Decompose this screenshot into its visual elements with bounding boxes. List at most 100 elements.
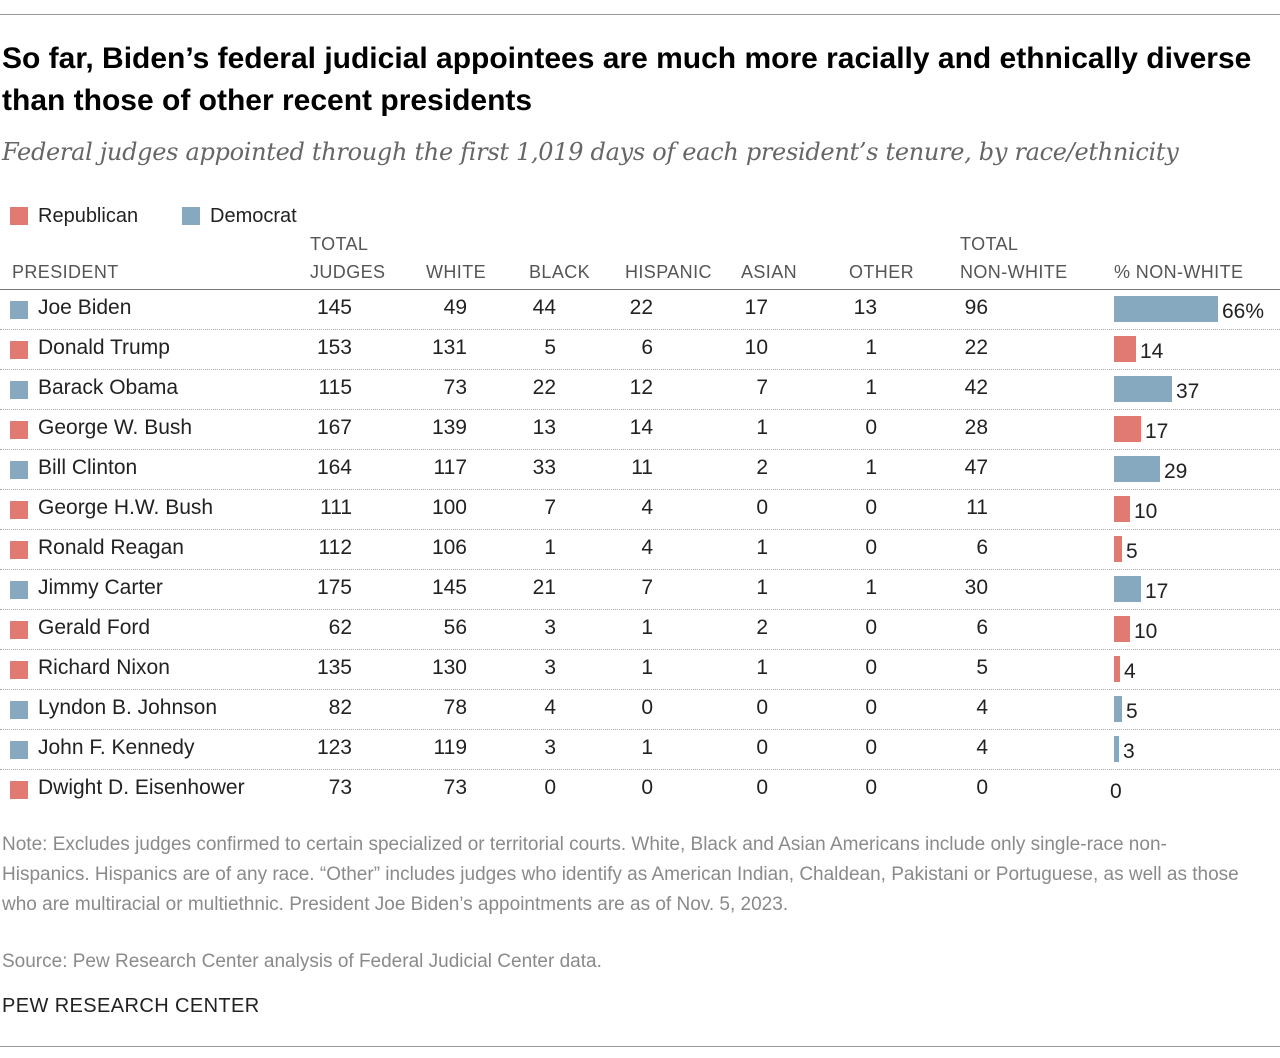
pct-nonwhite-label: 37 <box>1176 380 1200 403</box>
cell-total: 112 <box>318 536 352 559</box>
header-white: WHITE <box>426 262 486 282</box>
table-row: Barack Obama 115 73 22 12 7 1 42 37 <box>0 370 1280 410</box>
pct-nonwhite-bar <box>1114 376 1172 402</box>
cell-hispanic: 0 <box>641 776 653 799</box>
brand-name: PEW RESEARCH CENTER <box>2 995 260 1017</box>
cell-nonwhite: 28 <box>964 416 988 439</box>
row-divider <box>0 649 1280 650</box>
cell-nonwhite: 11 <box>966 496 988 519</box>
cell-white: 73 <box>443 376 467 399</box>
cell-white: 100 <box>431 496 467 519</box>
table-row: Donald Trump 153 131 5 6 10 1 22 14 <box>0 330 1280 370</box>
cell-hispanic: 0 <box>641 696 653 719</box>
cell-nonwhite: 22 <box>964 336 988 359</box>
cell-black: 33 <box>532 456 556 479</box>
pct-nonwhite-label: 10 <box>1134 500 1158 523</box>
table-row: Jimmy Carter 175 145 21 7 1 1 30 17 <box>0 570 1280 610</box>
party-swatch <box>10 621 28 639</box>
pct-nonwhite-bar <box>1114 696 1122 722</box>
cell-white: 78 <box>443 696 467 719</box>
cell-asian: 0 <box>756 496 768 519</box>
pct-nonwhite-label: 66% <box>1222 300 1265 323</box>
source: Source: Pew Research Center analysis of … <box>2 951 602 972</box>
pct-nonwhite-bar <box>1114 576 1141 602</box>
header-nonwhite-line2: NON-WHITE <box>960 262 1068 282</box>
top-rule <box>0 14 1280 15</box>
cell-hispanic: 12 <box>629 376 653 399</box>
cell-white: 106 <box>431 536 467 559</box>
cell-nonwhite: 96 <box>964 296 988 319</box>
pct-nonwhite-label: 14 <box>1140 340 1164 363</box>
cell-asian: 1 <box>756 576 768 599</box>
cell-black: 1 <box>544 536 556 559</box>
pct-nonwhite-label: 3 <box>1123 740 1135 763</box>
cell-other: 0 <box>865 616 877 639</box>
table-row: George H.W. Bush 111 100 7 4 0 0 11 10 <box>0 490 1280 530</box>
cell-president: Joe Biden <box>38 296 132 319</box>
cell-total: 82 <box>328 696 352 719</box>
header-total-line1: TOTAL <box>310 234 369 254</box>
party-swatch <box>10 501 28 519</box>
cell-black: 3 <box>544 616 556 639</box>
cell-other: 0 <box>865 776 877 799</box>
row-divider <box>0 409 1280 410</box>
cell-asian: 17 <box>744 296 768 319</box>
cell-hispanic: 1 <box>641 656 653 679</box>
cell-total: 73 <box>328 776 352 799</box>
table-row: Richard Nixon 135 130 3 1 1 0 5 4 <box>0 650 1280 690</box>
row-divider <box>0 489 1280 490</box>
bottom-rule <box>0 1046 1280 1047</box>
cell-white: 145 <box>431 576 467 599</box>
cell-president: Richard Nixon <box>38 656 170 679</box>
pct-nonwhite-bar <box>1114 416 1141 442</box>
cell-nonwhite: 42 <box>964 376 988 399</box>
cell-nonwhite: 4 <box>976 696 988 719</box>
pct-nonwhite-label: 4 <box>1124 660 1136 683</box>
cell-black: 5 <box>544 336 556 359</box>
cell-nonwhite: 6 <box>976 536 988 559</box>
party-swatch <box>10 661 28 679</box>
row-divider <box>0 609 1280 610</box>
legend-republican: Republican <box>10 204 138 228</box>
table-row: Joe Biden 145 49 44 22 17 13 96 66% <box>0 290 1280 330</box>
cell-asian: 0 <box>756 696 768 719</box>
pct-nonwhite-bar <box>1114 496 1130 522</box>
pct-nonwhite-label: 17 <box>1145 420 1169 443</box>
cell-president: Bill Clinton <box>38 456 138 479</box>
cell-hispanic: 4 <box>641 496 653 519</box>
cell-asian: 2 <box>756 456 768 479</box>
cell-asian: 1 <box>756 536 768 559</box>
table-row: Ronald Reagan 112 106 1 4 1 0 6 5 <box>0 530 1280 570</box>
cell-total: 167 <box>316 416 352 439</box>
table-row: Dwight D. Eisenhower 73 73 0 0 0 0 0 0 <box>0 770 1280 810</box>
header-black: BLACK <box>529 262 591 282</box>
cell-black: 4 <box>544 696 556 719</box>
cell-hispanic: 1 <box>641 736 653 759</box>
row-divider <box>0 729 1280 730</box>
table-row: George W. Bush 167 139 13 14 1 0 28 17 <box>0 410 1280 450</box>
cell-other: 13 <box>853 296 877 319</box>
cell-other: 1 <box>865 576 877 599</box>
cell-white: 119 <box>433 736 467 759</box>
legend-label-democrat: Democrat <box>210 204 297 227</box>
cell-president: Gerald Ford <box>38 616 151 639</box>
cell-total: 115 <box>318 376 352 399</box>
cell-white: 49 <box>443 296 467 319</box>
party-swatch <box>10 581 28 599</box>
cell-other: 1 <box>865 336 877 359</box>
cell-white: 56 <box>443 616 467 639</box>
cell-asian: 0 <box>756 776 768 799</box>
pct-nonwhite-bar <box>1114 616 1130 642</box>
cell-black: 3 <box>544 736 556 759</box>
cell-nonwhite: 0 <box>976 776 988 799</box>
pct-nonwhite-bar <box>1114 536 1122 562</box>
header-nonwhite-line1: TOTAL <box>960 234 1019 254</box>
header-asian: ASIAN <box>741 262 798 282</box>
cell-other: 0 <box>865 696 877 719</box>
cell-president: Lyndon B. Johnson <box>38 696 218 719</box>
cell-president: George H.W. Bush <box>38 496 214 519</box>
cell-white: 73 <box>443 776 467 799</box>
header-president: PRESIDENT <box>12 262 119 282</box>
cell-other: 0 <box>865 656 877 679</box>
cell-total: 123 <box>316 736 352 759</box>
